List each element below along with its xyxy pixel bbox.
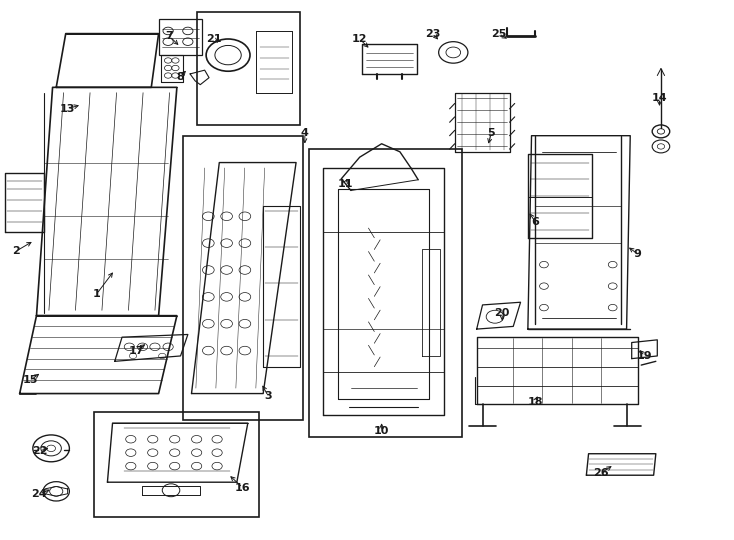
Text: 14: 14 — [652, 93, 667, 103]
Bar — [94, 413, 259, 517]
Text: 2: 2 — [12, 246, 20, 256]
Text: 25: 25 — [491, 29, 506, 39]
Text: 12: 12 — [352, 34, 368, 44]
Text: 4: 4 — [301, 128, 309, 138]
Bar — [197, 12, 299, 125]
Bar — [308, 149, 462, 436]
Text: 21: 21 — [206, 34, 221, 44]
Text: 10: 10 — [374, 426, 389, 436]
Text: 16: 16 — [235, 483, 250, 492]
Text: 7: 7 — [166, 31, 173, 41]
Text: 23: 23 — [425, 29, 440, 39]
Text: 1: 1 — [92, 289, 101, 299]
Text: 26: 26 — [593, 468, 608, 478]
Text: 15: 15 — [23, 375, 38, 385]
Text: 11: 11 — [338, 179, 353, 189]
Text: 22: 22 — [32, 446, 47, 456]
Text: 9: 9 — [633, 249, 642, 259]
Text: 20: 20 — [495, 308, 510, 318]
Text: 5: 5 — [487, 128, 495, 138]
Text: 24: 24 — [32, 489, 47, 499]
Bar — [183, 136, 303, 421]
Text: 19: 19 — [637, 351, 653, 361]
Text: 6: 6 — [531, 217, 539, 227]
Bar — [159, 18, 203, 55]
Text: 3: 3 — [264, 392, 272, 401]
Text: 8: 8 — [177, 72, 184, 82]
Text: 17: 17 — [129, 346, 145, 355]
Text: 13: 13 — [59, 104, 75, 114]
Text: 18: 18 — [528, 396, 543, 407]
